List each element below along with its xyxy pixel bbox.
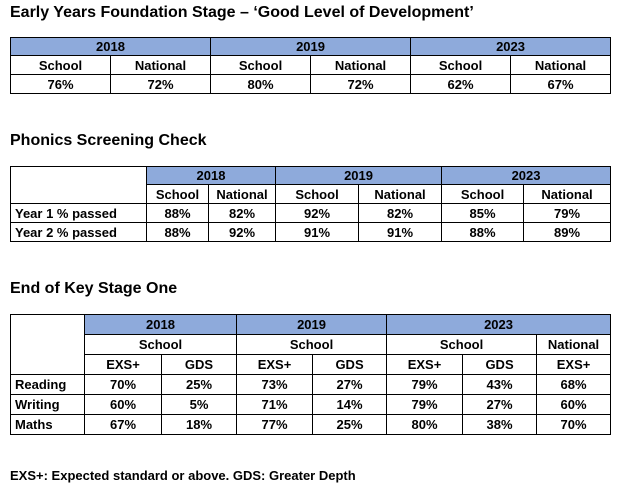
phonics-value: 88% [146,203,209,223]
ks1-value: 79% [386,394,464,415]
ks1-value: 70% [84,374,162,395]
phonics-value: 89% [523,222,612,242]
ks1-value: 73% [236,374,314,395]
eyfs-year-2023: 2023 [410,37,612,56]
ks1-table: 2018 2019 2023 School School School Nati… [10,314,612,435]
eyfs-value: 62% [410,74,512,94]
ks1-value: 25% [160,374,238,395]
eyfs-subheader: School [210,55,312,75]
ks1-value: 71% [236,394,314,415]
ks1-value: 68% [536,374,612,395]
ks1-value: 79% [386,374,464,395]
eyfs-subheader: National [109,55,212,75]
eyfs-title: Early Years Foundation Stage – ‘Good Lev… [10,4,474,21]
table-row: Year 2 % passed 88% 92% 91% 91% 88% 89% [10,222,612,242]
phonics-subheader: School [146,184,209,204]
ks1-title: End of Key Stage One [10,280,178,297]
ks1-value: 18% [160,414,238,435]
ks1-header-blank [10,314,85,375]
row-label: Reading [10,374,85,395]
table-row: Reading 70% 25% 73% 27% 79% 43% 68% [10,374,612,395]
ks1-value: 14% [312,394,388,415]
eyfs-value: 80% [210,74,312,94]
ks1-measure: EXS+ [236,354,314,375]
phonics-subheader: National [207,184,277,204]
eyfs-subheader: National [310,55,412,75]
ks1-value: 38% [462,414,538,435]
phonics-year-2019: 2019 [275,166,443,185]
eyfs-table: 2018 2019 2023 School National School Na… [9,37,612,94]
table-row: Maths 67% 18% 77% 25% 80% 38% 70% [10,414,612,435]
eyfs-value: 76% [10,74,111,94]
ks1-value: 70% [536,414,612,435]
ks1-measure: GDS [462,354,538,375]
table-row: Year 1 % passed 88% 82% 92% 82% 85% 79% [10,203,612,223]
ks1-measure: GDS [160,354,238,375]
ks1-value: 43% [462,374,538,395]
ks1-value: 67% [84,414,162,435]
eyfs-value: 72% [109,74,212,94]
ks1-value: 27% [312,374,388,395]
phonics-value: 92% [275,203,360,223]
phonics-value: 88% [146,222,209,242]
phonics-value: 92% [207,222,277,242]
ks1-measure: GDS [312,354,388,375]
row-label: Writing [10,394,85,415]
ks1-value: 27% [462,394,538,415]
eyfs-year-2019: 2019 [210,37,412,56]
eyfs-value: 67% [510,74,612,94]
ks1-year-2019: 2019 [236,314,388,335]
phonics-table: 2018 2019 2023 School National School Na… [10,166,612,242]
phonics-header-blank [10,166,147,204]
row-label: Year 1 % passed [10,203,147,223]
eyfs-subheader: National [510,55,612,75]
phonics-value: 79% [523,203,612,223]
ks1-group: School [236,334,388,355]
phonics-value: 91% [275,222,360,242]
ks1-value: 77% [236,414,314,435]
phonics-subheader: National [523,184,612,204]
ks1-group: School [386,334,538,355]
eyfs-year-2018: 2018 [9,37,212,56]
footnote: EXS+: Expected standard or above. GDS: G… [10,468,356,483]
eyfs-subheader: School [410,55,512,75]
eyfs-subheader: School [10,55,111,75]
ks1-group: National [536,334,612,355]
ks1-year-2023: 2023 [386,314,612,335]
phonics-year-2018: 2018 [145,166,277,185]
table-row: Writing 60% 5% 71% 14% 79% 27% 60% [10,394,612,415]
ks1-year-2018: 2018 [83,314,238,335]
ks1-value: 60% [84,394,162,415]
phonics-subheader: School [275,184,360,204]
ks1-group: School [83,334,238,355]
ks1-measure: EXS+ [84,354,162,375]
row-label: Year 2 % passed [10,222,147,242]
phonics-value: 82% [207,203,277,223]
phonics-value: 88% [441,222,525,242]
phonics-value: 85% [441,203,525,223]
row-label: Maths [10,414,85,435]
eyfs-value: 72% [310,74,412,94]
phonics-value: 91% [358,222,443,242]
phonics-subheader: National [358,184,443,204]
phonics-subheader: School [441,184,525,204]
phonics-year-2023: 2023 [441,166,612,185]
phonics-title: Phonics Screening Check [10,132,207,149]
ks1-measure: EXS+ [536,354,612,375]
ks1-value: 60% [536,394,612,415]
ks1-value: 25% [312,414,388,435]
ks1-measure: EXS+ [386,354,464,375]
phonics-value: 82% [358,203,443,223]
ks1-value: 80% [386,414,464,435]
ks1-value: 5% [160,394,238,415]
